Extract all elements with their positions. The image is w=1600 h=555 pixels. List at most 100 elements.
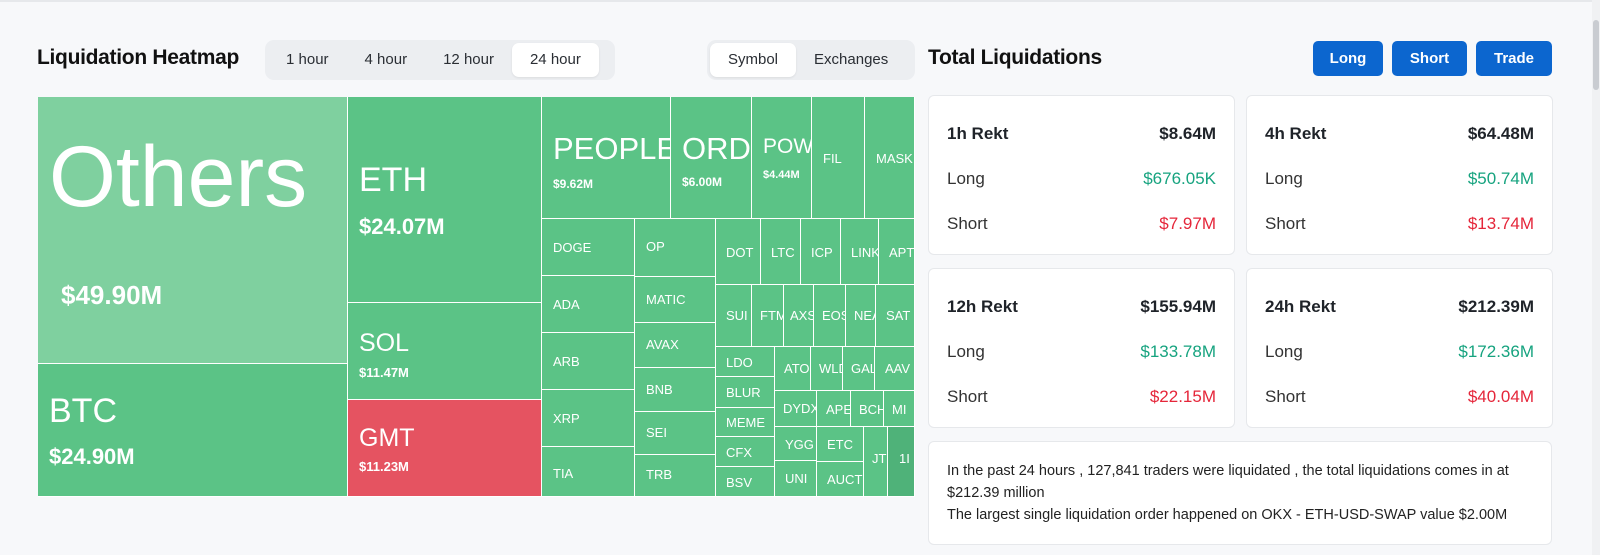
tile-ape[interactable]: APE: [817, 391, 851, 427]
tile-others[interactable]: Others $49.90M: [38, 97, 348, 364]
tile-gal[interactable]: GAL: [843, 347, 875, 391]
tile-eos[interactable]: EOS: [814, 285, 846, 347]
tile-name: EOS: [822, 308, 845, 323]
short-label: Short: [1265, 387, 1306, 406]
scrollbar[interactable]: [1592, 0, 1600, 555]
tile-auct[interactable]: AUCT: [817, 462, 864, 497]
tile-btc[interactable]: BTC $24.90M: [38, 364, 348, 497]
card-title: 4h Rekt: [1265, 124, 1327, 143]
tile-xrp[interactable]: XRP: [542, 390, 635, 447]
tile-bch[interactable]: BCH: [851, 391, 884, 427]
tile-axs[interactable]: AXS: [784, 285, 814, 347]
card-long-row: Long $50.74M: [1265, 169, 1534, 191]
tab-24-hour[interactable]: 24 hour: [511, 43, 599, 77]
tile-dot[interactable]: DOT: [716, 219, 761, 285]
tile-name: FIL: [823, 151, 842, 166]
tile-sol[interactable]: SOL $11.47M: [348, 303, 542, 400]
card-header: 24h Rekt $212.39M: [1265, 297, 1534, 319]
tile-name: LINK: [851, 245, 879, 260]
tile-pow[interactable]: POW $4.44M: [752, 97, 812, 219]
tile-ltc[interactable]: LTC: [761, 219, 801, 285]
tile-sat[interactable]: SAT: [876, 285, 915, 347]
tile-fil[interactable]: FIL: [812, 97, 865, 219]
tile-blur[interactable]: BLUR: [716, 377, 775, 408]
tile-jt[interactable]: JT: [864, 427, 888, 497]
tile-cfx[interactable]: CFX: [716, 437, 775, 467]
tile-gmt[interactable]: GMT $11.23M: [348, 400, 542, 497]
tile-icp[interactable]: ICP: [801, 219, 841, 285]
tile-value: $49.90M: [61, 280, 163, 310]
tile-etc[interactable]: ETC: [817, 427, 864, 462]
tile-name: Others: [49, 129, 308, 225]
tile-name: BCH: [859, 402, 884, 417]
tile-mi[interactable]: MI: [884, 391, 915, 427]
tile-value: $24.90M: [49, 444, 135, 469]
rekt-card-1h: 1h Rekt $8.64M Long $676.05K Short $7.97…: [928, 95, 1235, 255]
tile-name: LTC: [771, 245, 795, 260]
tile-eth[interactable]: ETH $24.07M: [348, 97, 542, 303]
tile-op[interactable]: OP: [635, 219, 716, 277]
tile-aav[interactable]: AAV: [875, 347, 915, 391]
tile-name: ETC: [827, 437, 853, 452]
tile-ato[interactable]: ATO: [775, 347, 811, 391]
tile-name: ADA: [553, 297, 580, 312]
tile-ygg[interactable]: YGG: [775, 427, 817, 461]
tile-bnb[interactable]: BNB: [635, 368, 716, 412]
tab-4-hour[interactable]: 4 hour: [364, 51, 408, 68]
tile-avax[interactable]: AVAX: [635, 323, 716, 368]
tile-doge[interactable]: DOGE: [542, 219, 635, 276]
tab-symbol[interactable]: Symbol: [710, 43, 797, 77]
tile-near[interactable]: NEA: [846, 285, 876, 347]
tile-arb[interactable]: ARB: [542, 333, 635, 390]
tile-name: ICP: [811, 245, 833, 260]
tile-value: $9.62M: [553, 177, 594, 191]
card-total: $155.94M: [1140, 297, 1216, 316]
card-total: $64.48M: [1467, 124, 1534, 143]
scrollbar-thumb[interactable]: [1593, 20, 1599, 90]
tile-sui[interactable]: SUI: [716, 285, 752, 347]
tile-value: $11.23M: [359, 459, 409, 474]
tile-name: TRB: [646, 467, 672, 482]
tile-sei[interactable]: SEI: [635, 412, 716, 455]
tile-name: MATIC: [646, 292, 686, 307]
tile-ftm[interactable]: FTM: [752, 285, 784, 347]
tile-ldo[interactable]: LDO: [716, 347, 775, 377]
tile-apt[interactable]: APT: [879, 219, 915, 285]
card-header: 12h Rekt $155.94M: [947, 297, 1216, 319]
tile-name: PEOPLE: [553, 131, 671, 166]
card-short-row: Short $7.97M: [947, 214, 1216, 236]
tile-dydx[interactable]: DYDX: [775, 391, 817, 427]
tab-1-hour[interactable]: 1 hour: [286, 51, 329, 68]
card-header: 1h Rekt $8.64M: [947, 124, 1216, 146]
long-value: $676.05K: [1143, 169, 1216, 188]
tile-name: DOGE: [553, 240, 592, 255]
tile-1i[interactable]: 1I: [888, 427, 915, 497]
tile-name: SOL: [359, 329, 410, 357]
tab-exchanges[interactable]: Exchanges: [814, 51, 889, 68]
tile-value: $11.47M: [359, 365, 409, 380]
tile-name: AVAX: [646, 337, 679, 352]
tile-wld[interactable]: WLD: [811, 347, 843, 391]
tab-12-hour[interactable]: 12 hour: [443, 51, 494, 68]
card-total: $212.39M: [1458, 297, 1534, 316]
tile-link[interactable]: LINK: [841, 219, 879, 285]
short-button[interactable]: Short: [1392, 41, 1467, 76]
tile-name: POW: [763, 135, 812, 158]
tile-people[interactable]: PEOPLE $9.62M: [542, 97, 671, 219]
long-button[interactable]: Long: [1313, 41, 1383, 76]
trade-button[interactable]: Trade: [1476, 41, 1552, 76]
tile-meme[interactable]: MEME: [716, 408, 775, 437]
tile-uni[interactable]: UNI: [775, 461, 817, 497]
tile-name: JT: [872, 451, 887, 466]
tile-name: BTC: [49, 392, 117, 430]
tile-mask[interactable]: MASK: [865, 97, 915, 219]
tile-name: APE: [826, 402, 851, 417]
tile-trb[interactable]: TRB: [635, 455, 716, 497]
card-short-row: Short $22.15M: [947, 387, 1216, 409]
short-value: $40.04M: [1467, 387, 1534, 406]
tile-bsv[interactable]: BSV: [716, 467, 775, 497]
tile-matic[interactable]: MATIC: [635, 277, 716, 323]
tile-ada[interactable]: ADA: [542, 276, 635, 333]
tile-tia[interactable]: TIA: [542, 447, 635, 497]
tile-ordi[interactable]: ORDI $6.00M: [671, 97, 752, 219]
